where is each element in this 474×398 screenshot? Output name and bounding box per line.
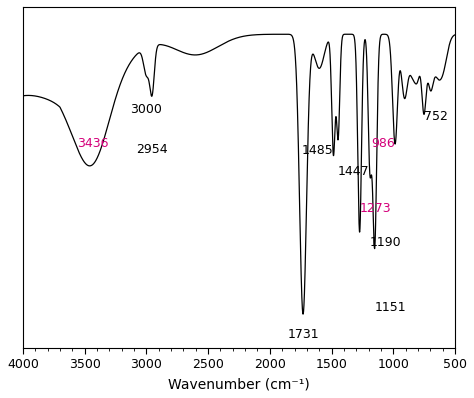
Text: 1190: 1190 — [370, 236, 401, 249]
Text: 1151: 1151 — [374, 301, 406, 314]
Text: 1485: 1485 — [301, 144, 333, 157]
Text: 3000: 3000 — [130, 103, 162, 116]
X-axis label: Wavenumber (cm⁻¹): Wavenumber (cm⁻¹) — [168, 377, 310, 391]
Text: 3436: 3436 — [77, 137, 108, 150]
Text: 1447: 1447 — [338, 164, 370, 178]
Text: 2954: 2954 — [136, 143, 168, 156]
Text: 752: 752 — [424, 110, 448, 123]
Text: 986: 986 — [371, 137, 395, 150]
Text: 1731: 1731 — [287, 328, 319, 341]
Text: 1273: 1273 — [360, 202, 391, 215]
